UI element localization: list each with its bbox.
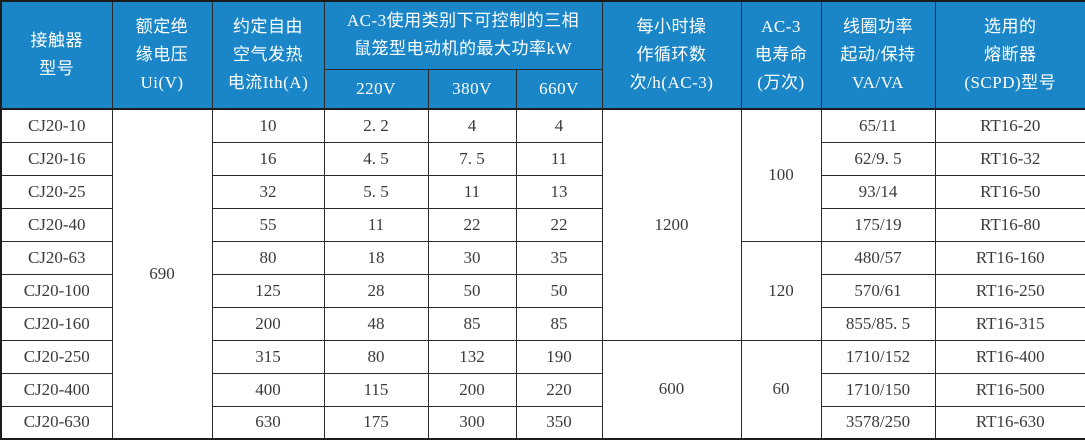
cell-coil: 1710/152 — [820, 339, 936, 374]
cell-model: CJ20-10 — [0, 108, 113, 143]
cell-p380: 22 — [427, 207, 517, 242]
cell-p380: 132 — [427, 339, 517, 374]
cell-fuse: RT16-80 — [934, 207, 1085, 242]
cell-fuse: RT16-160 — [934, 240, 1085, 275]
cell-p220: 80 — [323, 339, 429, 374]
cell-p220: 175 — [323, 405, 429, 440]
header-ac3-power-group: AC-3使用类别下可控制的三相 鼠笼型电动机的最大功率kW — [323, 0, 603, 70]
cell-ith: 200 — [211, 306, 325, 341]
cell-p220: 115 — [323, 372, 429, 407]
cell-p660: 35 — [515, 240, 603, 275]
cell-p220: 48 — [323, 306, 429, 341]
cell-fuse: RT16-32 — [934, 141, 1085, 176]
cell-ith: 400 — [211, 372, 325, 407]
cell-life-60: 60 — [740, 339, 822, 440]
cell-p220: 28 — [323, 273, 429, 308]
cell-p220: 5. 5 — [323, 174, 429, 209]
cell-p660: 13 — [515, 174, 603, 209]
cell-fuse: RT16-250 — [934, 273, 1085, 308]
header-contactor-model: 接触器 型号 — [0, 0, 113, 110]
cell-coil: 62/9. 5 — [820, 141, 936, 176]
cell-fuse: RT16-20 — [934, 108, 1085, 143]
cell-p380: 30 — [427, 240, 517, 275]
cell-p220: 18 — [323, 240, 429, 275]
cell-p380: 4 — [427, 108, 517, 143]
cell-coil: 570/61 — [820, 273, 936, 308]
table-row: CJ20-16 16 4. 5 7. 5 11 62/9. 5 RT16-32 — [0, 141, 1085, 176]
cell-p220: 4. 5 — [323, 141, 429, 176]
cell-ith: 55 — [211, 207, 325, 242]
cell-p660: 190 — [515, 339, 603, 374]
cell-cycles-600: 600 — [601, 339, 742, 440]
cell-p380: 200 — [427, 372, 517, 407]
cell-model: CJ20-250 — [0, 339, 113, 374]
cell-coil: 1710/150 — [820, 372, 936, 407]
cell-coil: 3578/250 — [820, 405, 936, 440]
header-thermal-current: 约定自由 空气发热 电流Ith(A) — [211, 0, 325, 110]
cell-coil: 65/11 — [820, 108, 936, 143]
cell-ith: 315 — [211, 339, 325, 374]
cell-life-120: 120 — [740, 240, 822, 341]
cell-p660: 50 — [515, 273, 603, 308]
cell-p380: 11 — [427, 174, 517, 209]
header-ac3-electrical-life: AC-3 电寿命 (万次) — [740, 0, 822, 110]
cell-coil: 93/14 — [820, 174, 936, 209]
cell-p220: 11 — [323, 207, 429, 242]
cell-p660: 22 — [515, 207, 603, 242]
table-row: CJ20-25 32 5. 5 11 13 93/14 RT16-50 — [0, 174, 1085, 209]
header-220v: 220V — [323, 68, 429, 110]
table-header: 接触器 型号 额定绝 缘电压 Ui(V) 约定自由 空气发热 电流Ith(A) … — [0, 0, 1085, 110]
cell-life-100: 100 — [740, 108, 822, 242]
cell-model: CJ20-160 — [0, 306, 113, 341]
cell-p220: 2. 2 — [323, 108, 429, 143]
cell-fuse: RT16-315 — [934, 306, 1085, 341]
cell-fuse: RT16-50 — [934, 174, 1085, 209]
cell-model: CJ20-100 — [0, 273, 113, 308]
cell-ith: 32 — [211, 174, 325, 209]
table-row: CJ20-10 690 10 2. 2 4 4 1200 100 65/11 R… — [0, 108, 1085, 440]
cell-p380: 50 — [427, 273, 517, 308]
cell-model: CJ20-25 — [0, 174, 113, 209]
cell-p660: 220 — [515, 372, 603, 407]
header-660v: 660V — [515, 68, 603, 110]
cell-ith: 630 — [211, 405, 325, 440]
cell-fuse: RT16-630 — [934, 405, 1085, 440]
cell-ith: 16 — [211, 141, 325, 176]
cell-p660: 85 — [515, 306, 603, 341]
header-380v: 380V — [427, 68, 517, 110]
cell-fuse: RT16-500 — [934, 372, 1085, 407]
cell-ith: 125 — [211, 273, 325, 308]
header-rated-insulation-voltage: 额定绝 缘电压 Ui(V) — [111, 0, 213, 110]
cell-coil: 175/19 — [820, 207, 936, 242]
header-coil-power: 线圈功率 起动/保持 VA/VA — [820, 0, 936, 110]
cell-cycles-1200: 1200 — [601, 108, 742, 341]
table-row: CJ20-160 200 48 85 85 855/85. 5 RT16-315 — [0, 306, 1085, 341]
cell-fuse: RT16-400 — [934, 339, 1085, 374]
cell-model: CJ20-40 — [0, 207, 113, 242]
cell-p660: 350 — [515, 405, 603, 440]
cell-p660: 11 — [515, 141, 603, 176]
cell-p380: 85 — [427, 306, 517, 341]
header-cycles-per-hour: 每小时操 作循环数 次/h(AC-3) — [601, 0, 742, 110]
cell-model: CJ20-400 — [0, 372, 113, 407]
cell-p380: 300 — [427, 405, 517, 440]
cell-model: CJ20-16 — [0, 141, 113, 176]
table-row: CJ20-40 55 11 22 22 175/19 RT16-80 — [0, 207, 1085, 242]
cell-ith: 10 — [211, 108, 325, 143]
table-row: CJ20-630 630 175 300 350 3578/250 RT16-6… — [0, 405, 1085, 440]
header-fuse-type: 选用的 熔断器 (SCPD)型号 — [934, 0, 1085, 110]
cell-coil: 480/57 — [820, 240, 936, 275]
cell-model: CJ20-630 — [0, 405, 113, 440]
cell-model: CJ20-63 — [0, 240, 113, 275]
cell-ith: 80 — [211, 240, 325, 275]
cell-p380: 7. 5 — [427, 141, 517, 176]
cell-ui-voltage: 690 — [111, 108, 213, 440]
cell-p660: 4 — [515, 108, 603, 143]
cell-coil: 855/85. 5 — [820, 306, 936, 341]
table-body: CJ20-10 690 10 2. 2 4 4 1200 100 65/11 R… — [0, 108, 1085, 440]
